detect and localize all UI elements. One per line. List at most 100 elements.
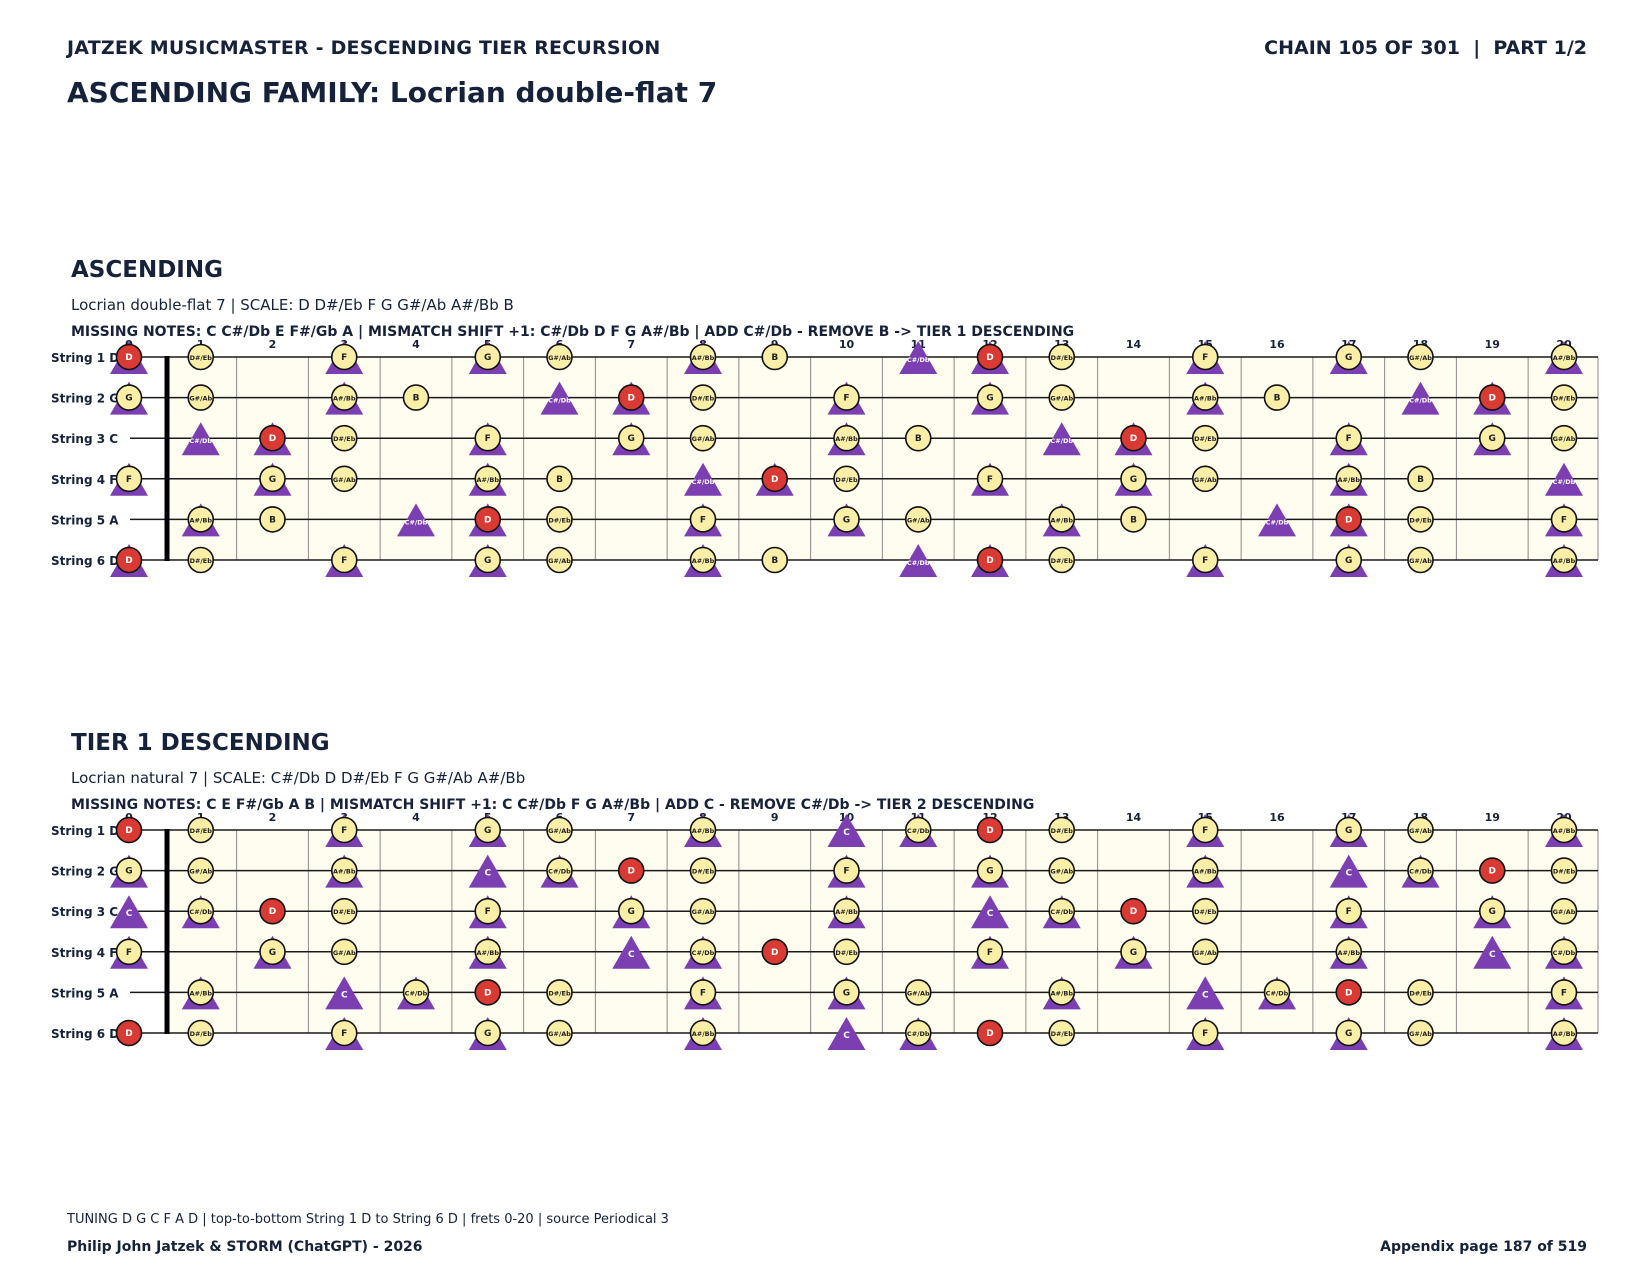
- scale-note-marker: [689, 546, 717, 574]
- note-label: G#/Ab: [333, 949, 356, 957]
- shift-note-label: C: [1202, 990, 1209, 1000]
- scale-note-marker: [617, 897, 645, 925]
- note-label: D: [986, 826, 993, 836]
- note-label: G#/Ab: [1050, 395, 1073, 403]
- scale-note-marker: [1478, 424, 1506, 452]
- note-label: G#/Ab: [1409, 354, 1432, 362]
- note-label: F: [485, 434, 491, 444]
- scale-note-marker: [187, 506, 215, 533]
- note-label: D#/Eb: [1051, 1030, 1074, 1038]
- note-label: G#/Ab: [907, 516, 930, 524]
- fret-number: 14: [1126, 811, 1142, 824]
- note-label: A#/Bb: [1051, 516, 1074, 524]
- fret-number: 10: [839, 338, 855, 351]
- note-label: A#/Bb: [1553, 354, 1576, 362]
- scale-note-marker: [1407, 857, 1434, 884]
- root-note-marker: [976, 1019, 1004, 1047]
- note-label: F: [126, 948, 132, 958]
- shift-note-label: C: [484, 869, 491, 879]
- scale-note-marker: [1550, 979, 1578, 1006]
- note-label: D: [269, 907, 276, 917]
- note-label: D#/Eb: [692, 395, 715, 403]
- scale-note-marker: [546, 343, 573, 371]
- scale-note-marker: [1550, 506, 1578, 533]
- note-label: F: [341, 826, 347, 836]
- note-label: D#/Eb: [190, 827, 213, 835]
- note-label: D#/Eb: [190, 557, 213, 565]
- shift-marker-c: [827, 1017, 866, 1050]
- scale-note-marker: [1191, 816, 1219, 844]
- note-label: D#/Eb: [1051, 557, 1074, 565]
- scale-note-marker: [546, 465, 573, 493]
- note-label: F: [700, 988, 706, 998]
- note-label: G: [1489, 434, 1496, 444]
- note-label: G: [628, 434, 635, 444]
- section-1-title: ASCENDING: [71, 257, 223, 283]
- fret-number: 19: [1485, 338, 1500, 351]
- scale-note-marker: [689, 897, 717, 925]
- header-title: JATZEK MUSICMASTER - DESCENDING TIER REC…: [67, 37, 661, 59]
- note-label: D: [628, 867, 635, 877]
- note-label: C#/Db: [907, 827, 930, 835]
- note-label: F: [1202, 353, 1208, 363]
- scale-note-marker: [187, 979, 215, 1006]
- note-label: G: [1345, 826, 1352, 836]
- scale-note-marker: [1550, 546, 1578, 574]
- note-label: G: [843, 988, 850, 998]
- note-label: D: [1489, 394, 1496, 404]
- scale-note-marker: [976, 938, 1004, 966]
- scale-note-marker: [904, 979, 932, 1006]
- note-label: G: [269, 475, 276, 485]
- scale-note-marker: [1550, 857, 1578, 884]
- note-label: D: [986, 353, 993, 363]
- note-label: G#/Ab: [1194, 949, 1217, 957]
- note-label: C#/Db: [405, 989, 428, 997]
- shift-note-label: C#/Db: [1266, 518, 1289, 526]
- scale-note-marker: [330, 938, 358, 966]
- scale-note-marker: [115, 384, 143, 411]
- chain-indicator: CHAIN 105 OF 301 | PART 1/2: [1264, 37, 1587, 59]
- fretboard-tier-1-descending: String 1 D String 2 G String 3 C String 4 F…: [51, 811, 1599, 1050]
- root-note-marker: [976, 546, 1004, 574]
- scale-note-marker: [761, 343, 789, 371]
- section-1-subtitle: Locrian double-flat 7 | SCALE: D D#/Eb F…: [71, 296, 514, 314]
- section-2-subtitle: Locrian natural 7 | SCALE: C#/Db D D#/Eb…: [71, 769, 526, 787]
- note-label: F: [843, 394, 849, 404]
- scale-note-marker: [617, 424, 645, 452]
- scale-note-marker: [1048, 1019, 1076, 1047]
- note-label: A#/Bb: [1553, 827, 1576, 835]
- note-label: G#/Ab: [548, 1030, 571, 1038]
- note-label: D#/Eb: [548, 516, 571, 524]
- note-label: F: [341, 556, 347, 566]
- scale-note-marker: [689, 816, 717, 844]
- string-label: String 6 D: [51, 1027, 119, 1041]
- string-label: String 3 C: [51, 432, 118, 446]
- shift-note-label: C#/Db: [405, 518, 428, 526]
- note-label: D: [771, 475, 778, 485]
- scale-note-marker: [761, 546, 789, 574]
- scale-note-marker: [546, 506, 573, 533]
- scale-note-marker: [689, 384, 717, 411]
- note-label: A#/Bb: [835, 435, 858, 443]
- note-label: D: [628, 394, 635, 404]
- note-label: A#/Bb: [1051, 989, 1074, 997]
- shift-note-label: C: [987, 909, 994, 919]
- shift-note-label: C#/Db: [907, 356, 930, 364]
- scale-note-marker: [1550, 424, 1578, 452]
- note-label: B: [771, 556, 778, 566]
- scale-note-marker: [1120, 506, 1147, 533]
- note-label: B: [1417, 475, 1424, 485]
- note-label: D#/Eb: [1051, 354, 1074, 362]
- note-label: B: [1130, 515, 1137, 525]
- note-label: D#/Eb: [835, 476, 858, 484]
- scale-note-marker: [1191, 897, 1219, 925]
- scale-note-marker: [904, 506, 932, 533]
- note-label: G: [986, 867, 993, 877]
- note-label: A#/Bb: [190, 516, 213, 524]
- section-1-missing-notes: MISSING NOTES: C C#/Db E F#/Gb A | MISMA…: [71, 324, 1075, 340]
- fret-number: 14: [1126, 338, 1142, 351]
- scale-note-marker: [330, 1019, 358, 1047]
- root-note-marker: [1120, 897, 1147, 925]
- shift-marker-cs-db: [397, 503, 435, 537]
- root-note-marker: [1478, 384, 1506, 411]
